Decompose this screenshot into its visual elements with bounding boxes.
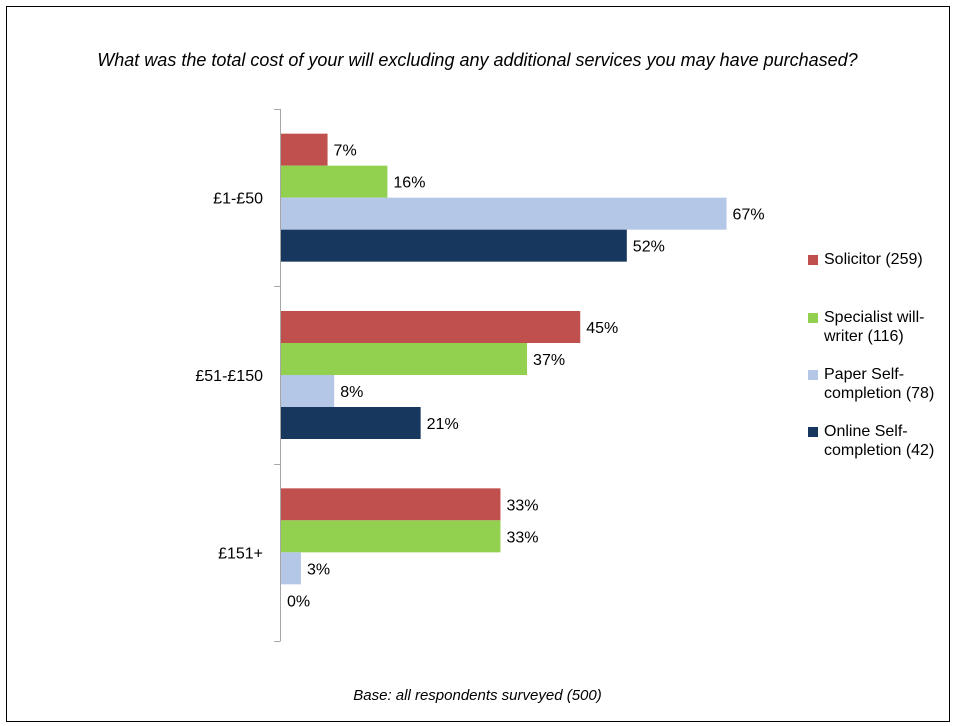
data-label: 16%	[393, 175, 425, 192]
data-label: 0%	[287, 593, 310, 610]
data-label: 8%	[340, 384, 363, 401]
chart-footnote: Base: all respondents surveyed (500)	[353, 687, 602, 704]
data-label: 3%	[307, 561, 330, 578]
legend-label: Specialist will-writer (116)	[824, 309, 925, 345]
data-label: 67%	[733, 207, 765, 224]
category-label: £1-£50	[213, 191, 263, 208]
data-label: 21%	[427, 416, 459, 433]
bar	[281, 488, 501, 521]
data-label: 33%	[506, 497, 538, 514]
legend-swatch	[808, 427, 818, 437]
legend-swatch	[808, 313, 818, 323]
legend-item: Online Self-completion (42)	[808, 422, 952, 460]
legend-label: Solicitor (259)	[824, 251, 923, 268]
data-label: 37%	[533, 352, 565, 369]
legend-swatch	[808, 255, 818, 265]
data-label: 45%	[586, 320, 618, 337]
chart-title: What was the total cost of your will exc…	[97, 50, 858, 70]
bar	[281, 311, 581, 343]
bar	[281, 229, 627, 262]
legend-label: Paper Self-completion (78)	[824, 366, 935, 402]
bar	[281, 343, 528, 375]
data-label: 52%	[633, 239, 665, 256]
data-label: 7%	[334, 143, 357, 160]
data-label: 33%	[506, 529, 538, 546]
legend-item: Specialist will-writer (116)	[808, 308, 952, 346]
bar	[281, 520, 501, 553]
bar	[281, 197, 727, 230]
bar	[281, 407, 421, 439]
bar	[281, 375, 335, 407]
legend-item: Solicitor (259)	[808, 250, 952, 269]
bar	[281, 165, 388, 198]
legend-label: Online Self-completion (42)	[824, 423, 935, 459]
category-label: £151+	[218, 545, 263, 562]
bar	[281, 552, 301, 585]
bar	[281, 133, 328, 166]
category-label: £51-£150	[195, 368, 263, 385]
legend-swatch	[808, 370, 818, 380]
legend-item: Paper Self-completion (78)	[808, 365, 952, 403]
